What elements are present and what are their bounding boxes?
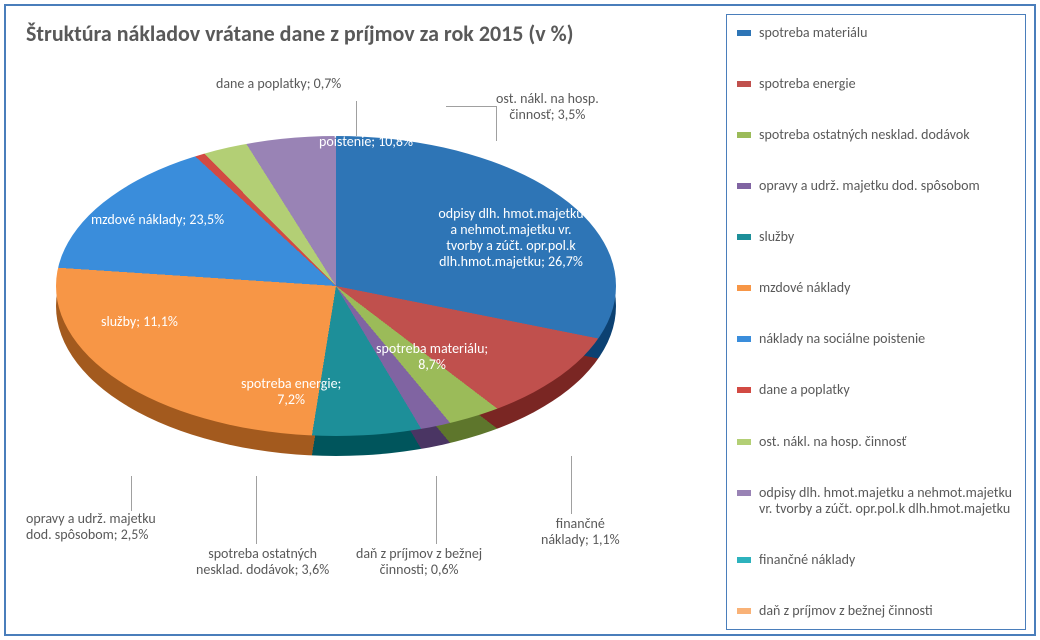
legend-label: opravy a udrž. majetku dod. spôsobom bbox=[759, 178, 980, 194]
legend-swatch bbox=[737, 557, 751, 563]
legend-swatch bbox=[737, 387, 751, 393]
leader-line bbox=[496, 106, 498, 141]
callout-sluzby: služby; 11,1% bbox=[101, 314, 178, 330]
legend-swatch bbox=[737, 439, 751, 445]
legend-label: spotreba ostatných nesklad. dodávok bbox=[759, 127, 970, 143]
pie-chart bbox=[56, 136, 616, 476]
legend-item: finančné náklady bbox=[737, 552, 1015, 568]
callout-dane-poplatky: dane a poplatky; 0,7% bbox=[216, 76, 341, 92]
callout-dan-prijmov: daň z príjmov z bežnejčinnosti; 0,6% bbox=[356, 546, 482, 578]
legend-item: spotreba materiálu bbox=[737, 25, 1015, 41]
legend-swatch bbox=[737, 30, 751, 36]
legend-swatch bbox=[737, 336, 751, 342]
leader-line bbox=[131, 476, 133, 511]
legend-label: spotreba materiálu bbox=[759, 25, 867, 41]
legend-swatch bbox=[737, 234, 751, 240]
legend-swatch bbox=[737, 285, 751, 291]
legend-item: dane a poplatky bbox=[737, 382, 1015, 398]
leader-line bbox=[571, 456, 573, 514]
legend-swatch bbox=[737, 132, 751, 138]
legend-item: služby bbox=[737, 229, 1015, 245]
legend-swatch bbox=[737, 608, 751, 614]
callout-ost-hosp: ost. nákl. na hosp.činnosť; 3,5% bbox=[496, 91, 599, 123]
legend-label: náklady na sociálne poistenie bbox=[759, 331, 925, 347]
callout-dodavok: spotreba ostatnýchnesklad. dodávok; 3,6% bbox=[196, 546, 329, 578]
legend-swatch bbox=[737, 490, 751, 496]
legend-label: daň z príjmov z bežnej činnosti bbox=[759, 603, 933, 619]
callout-material: spotreba materiálu;8,7% bbox=[376, 341, 488, 373]
legend-label: dane a poplatky bbox=[759, 382, 850, 398]
callout-energie: spotreba energie;7,2% bbox=[241, 376, 341, 408]
callout-mzdove: mzdové náklady; 23,5% bbox=[91, 212, 224, 228]
legend-item: spotreba ostatných nesklad. dodávok bbox=[737, 127, 1015, 143]
chart-frame: Štruktúra nákladov vrátane dane z príjmo… bbox=[4, 4, 1036, 636]
leader-line bbox=[256, 476, 258, 544]
legend-label: služby bbox=[759, 229, 794, 245]
legend-item: odpisy dlh. hmot.majetku a nehmot.majetk… bbox=[737, 485, 1015, 517]
legend-swatch bbox=[737, 81, 751, 87]
callout-soc-poistenie: náklady na sociálnepoistenie; 10,8% bbox=[281, 118, 451, 150]
legend-item: mzdové náklady bbox=[737, 280, 1015, 296]
legend-label: odpisy dlh. hmot.majetku a nehmot.majetk… bbox=[759, 485, 1015, 517]
legend-item: náklady na sociálne poistenie bbox=[737, 331, 1015, 347]
chart-title: Štruktúra nákladov vrátane dane z príjmo… bbox=[26, 20, 574, 47]
legend-box: spotreba materiálu spotreba energie spotre… bbox=[726, 14, 1026, 630]
callout-odpisy: odpisy dlh. hmot.majetkua nehmot.majetku… bbox=[411, 206, 611, 270]
legend-label: ost. nákl. na hosp. činnosť bbox=[759, 434, 906, 450]
callout-financne: finančnénáklady; 1,1% bbox=[541, 516, 620, 548]
callout-opravy: opravy a udrž. majetkudod. spôsobom; 2,5… bbox=[26, 511, 156, 543]
legend-item: daň z príjmov z bežnej činnosti bbox=[737, 603, 1015, 619]
legend-swatch bbox=[737, 183, 751, 189]
leader-line bbox=[446, 106, 496, 108]
legend-item: ost. nákl. na hosp. činnosť bbox=[737, 434, 1015, 450]
legend-label: mzdové náklady bbox=[759, 280, 850, 296]
legend-label: spotreba energie bbox=[759, 76, 856, 92]
legend-label: finančné náklady bbox=[759, 552, 855, 568]
legend-item: opravy a udrž. majetku dod. spôsobom bbox=[737, 178, 1015, 194]
leader-line bbox=[436, 476, 438, 544]
legend-item: spotreba energie bbox=[737, 76, 1015, 92]
